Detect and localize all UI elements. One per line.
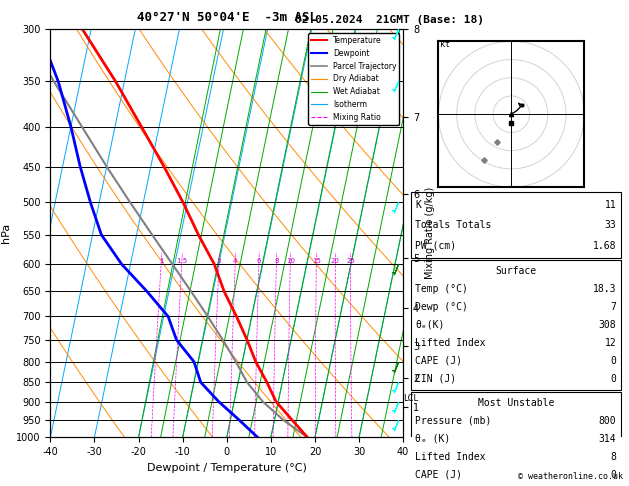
Text: CAPE (J): CAPE (J)	[415, 356, 462, 365]
Text: 4: 4	[233, 258, 237, 264]
Text: 1.68: 1.68	[593, 241, 616, 250]
Text: 02.05.2024  21GMT (Base: 18): 02.05.2024 21GMT (Base: 18)	[296, 15, 484, 25]
Text: Most Unstable: Most Unstable	[477, 398, 554, 408]
Text: 18.3: 18.3	[593, 284, 616, 294]
Text: Temp (°C): Temp (°C)	[415, 284, 468, 294]
Text: CIN (J): CIN (J)	[415, 374, 457, 383]
Text: 12: 12	[604, 338, 616, 347]
Text: 3: 3	[216, 258, 221, 264]
Text: 1: 1	[159, 258, 164, 264]
Text: Dewp (°C): Dewp (°C)	[415, 302, 468, 312]
Text: 0: 0	[610, 469, 616, 480]
Text: CAPE (J): CAPE (J)	[415, 469, 462, 480]
Text: 7: 7	[610, 302, 616, 312]
Text: K: K	[415, 200, 421, 209]
FancyBboxPatch shape	[411, 260, 621, 390]
Text: 0: 0	[610, 356, 616, 365]
Text: 0: 0	[610, 374, 616, 383]
Text: 8: 8	[610, 451, 616, 462]
Text: θₑ (K): θₑ (K)	[415, 434, 450, 444]
Y-axis label: Mixing Ratio (g/kg): Mixing Ratio (g/kg)	[425, 187, 435, 279]
FancyBboxPatch shape	[411, 392, 621, 486]
Text: 33: 33	[604, 220, 616, 230]
Text: Totals Totals: Totals Totals	[415, 220, 492, 230]
X-axis label: Dewpoint / Temperature (°C): Dewpoint / Temperature (°C)	[147, 463, 307, 473]
Text: Pressure (mb): Pressure (mb)	[415, 416, 492, 426]
Text: 11: 11	[604, 200, 616, 209]
Legend: Temperature, Dewpoint, Parcel Trajectory, Dry Adiabat, Wet Adiabat, Isotherm, Mi: Temperature, Dewpoint, Parcel Trajectory…	[308, 33, 399, 125]
Text: 800: 800	[599, 416, 616, 426]
Text: 10: 10	[286, 258, 295, 264]
Text: © weatheronline.co.uk: © weatheronline.co.uk	[518, 472, 623, 481]
Text: 1.5: 1.5	[176, 258, 187, 264]
Text: 25: 25	[346, 258, 355, 264]
Text: 8: 8	[274, 258, 279, 264]
Text: 308: 308	[599, 320, 616, 330]
Text: LCL: LCL	[403, 394, 418, 403]
Text: kt: kt	[440, 40, 450, 49]
Title: 40°27'N 50°04'E  -3m ASL: 40°27'N 50°04'E -3m ASL	[136, 11, 317, 24]
Text: 6: 6	[257, 258, 261, 264]
Text: θₑ(K): θₑ(K)	[415, 320, 445, 330]
Text: Surface: Surface	[495, 266, 537, 276]
Text: 314: 314	[599, 434, 616, 444]
Text: 20: 20	[331, 258, 340, 264]
Y-axis label: hPa: hPa	[1, 223, 11, 243]
Text: PW (cm): PW (cm)	[415, 241, 457, 250]
Text: Lifted Index: Lifted Index	[415, 451, 486, 462]
Text: 15: 15	[312, 258, 321, 264]
FancyBboxPatch shape	[411, 192, 621, 258]
Text: Lifted Index: Lifted Index	[415, 338, 486, 347]
